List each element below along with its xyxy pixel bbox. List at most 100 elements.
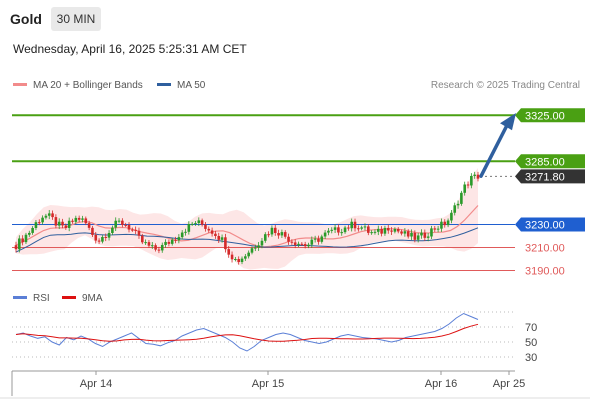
candle-body bbox=[300, 243, 304, 245]
candle-body bbox=[214, 233, 217, 236]
level-tag-3285-00 bbox=[515, 154, 585, 169]
candle-body bbox=[224, 237, 227, 250]
candle-body bbox=[31, 228, 34, 233]
candle-body bbox=[293, 242, 297, 245]
level-tag-3325-00 bbox=[515, 108, 585, 123]
legend-rsi: RSI bbox=[13, 293, 50, 304]
candle-body bbox=[433, 228, 437, 230]
candle-body bbox=[320, 236, 324, 242]
candle-body bbox=[194, 223, 197, 225]
candle-body bbox=[217, 235, 221, 240]
level-tag-3230-00 bbox=[515, 217, 585, 232]
candle-body bbox=[343, 227, 347, 233]
candle-body bbox=[390, 230, 393, 232]
forecast-arrow-shaft bbox=[479, 121, 510, 178]
rsi-level-label-70: 70 bbox=[525, 322, 537, 334]
rsi-level-label-50: 50 bbox=[525, 337, 537, 349]
candle-body bbox=[287, 236, 290, 242]
candle-body bbox=[77, 217, 81, 220]
candle-body bbox=[313, 238, 317, 240]
candle-body bbox=[400, 231, 403, 234]
candle-body bbox=[396, 228, 400, 232]
candle-body bbox=[44, 215, 48, 218]
candle-body bbox=[466, 184, 470, 186]
candle-body bbox=[350, 221, 353, 229]
candle-body bbox=[74, 217, 78, 222]
candle-body bbox=[340, 232, 344, 234]
candle-body bbox=[283, 232, 287, 237]
level-label-3190-00: 3190.00 bbox=[525, 266, 565, 278]
ma50-swatch-icon bbox=[157, 82, 171, 86]
level-tag-3271-80 bbox=[515, 169, 585, 184]
candle-body bbox=[51, 213, 54, 218]
candle-body bbox=[230, 254, 234, 260]
candle-body bbox=[71, 220, 74, 222]
level-label-3325-00: 3325.00 bbox=[525, 110, 565, 122]
candle-body bbox=[207, 228, 211, 231]
instrument-title: Gold bbox=[10, 11, 42, 27]
candle-body bbox=[117, 220, 121, 222]
candle-body bbox=[373, 231, 377, 233]
candle-body bbox=[150, 245, 154, 247]
candle-body bbox=[167, 241, 171, 244]
candle-body bbox=[337, 227, 340, 233]
timeframe-button[interactable]: 30 MIN bbox=[51, 7, 101, 31]
candle-body bbox=[141, 235, 144, 243]
legend-9ma: 9MA bbox=[62, 293, 103, 304]
candle-body bbox=[353, 221, 357, 229]
candle-body bbox=[446, 220, 450, 226]
candle-body bbox=[177, 237, 181, 241]
rsi-level-label-30: 30 bbox=[525, 352, 537, 364]
candle-body bbox=[134, 229, 137, 231]
x-tick-label-1: Apr 15 bbox=[252, 378, 284, 390]
candle-body bbox=[254, 247, 257, 249]
candle-body bbox=[190, 223, 194, 225]
candle-body bbox=[114, 220, 118, 228]
level-label-3271-80: 3271.80 bbox=[525, 171, 565, 183]
candle-body bbox=[376, 228, 380, 232]
candle-body bbox=[24, 234, 28, 243]
candle-body bbox=[360, 227, 363, 229]
candle-body bbox=[370, 232, 373, 234]
candle-body bbox=[124, 224, 127, 226]
candle-body bbox=[317, 238, 320, 242]
candle-body bbox=[363, 226, 367, 228]
candle-body bbox=[426, 236, 430, 238]
candle-body bbox=[250, 248, 254, 253]
candle-body bbox=[34, 222, 38, 229]
candle-body bbox=[237, 259, 240, 263]
candle-body bbox=[21, 238, 24, 243]
candle-body bbox=[227, 249, 231, 255]
level-label-3210-00: 3210.00 bbox=[525, 243, 565, 255]
candle-body bbox=[303, 244, 307, 247]
candle-body bbox=[327, 230, 330, 233]
candle-body bbox=[160, 244, 164, 251]
candle-body bbox=[380, 228, 383, 234]
candle-body bbox=[121, 220, 124, 225]
x-tick-label-2: Apr 16 bbox=[425, 378, 457, 390]
candle-body bbox=[456, 203, 460, 206]
legend-ma50-label: MA 50 bbox=[177, 80, 206, 91]
datetime-label: Wednesday, April 16, 2025 5:25:31 AM CET bbox=[13, 42, 247, 56]
candle-body bbox=[297, 243, 300, 245]
candles-group bbox=[14, 171, 480, 265]
candle-body bbox=[330, 229, 334, 231]
candle-body bbox=[210, 230, 214, 234]
candle-body bbox=[157, 249, 161, 251]
candle-body bbox=[270, 227, 274, 235]
candle-body bbox=[347, 227, 350, 229]
candle-body bbox=[247, 252, 250, 257]
candle-body bbox=[476, 174, 480, 179]
rsi-line bbox=[15, 312, 479, 352]
candle-body bbox=[170, 239, 174, 244]
candle-body bbox=[420, 232, 423, 236]
candle-body bbox=[204, 224, 207, 229]
candle-body bbox=[323, 232, 327, 237]
candle-body bbox=[184, 231, 187, 233]
candle-body bbox=[463, 184, 467, 193]
candle-body bbox=[290, 241, 294, 243]
candle-body bbox=[104, 236, 108, 238]
candle-body bbox=[41, 217, 44, 223]
candle-body bbox=[386, 227, 390, 231]
